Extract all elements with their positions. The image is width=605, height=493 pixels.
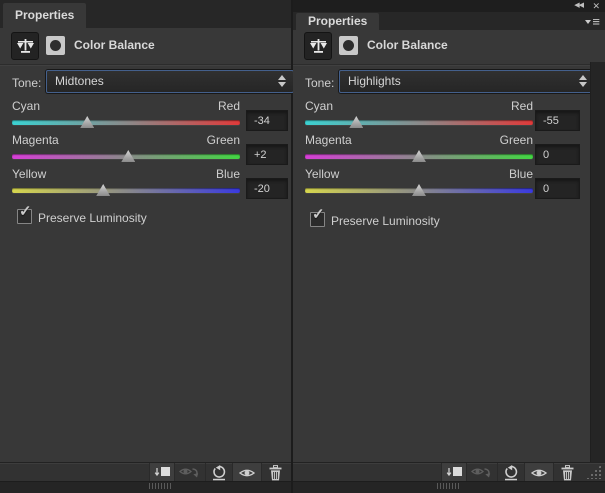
properties-panel-highlights: ◀◀ ✕ Properties ≡ Color Balance Tone: Hi… [293, 0, 605, 493]
slider-labels-magenta-green: Magenta Green [12, 133, 240, 147]
panel-group-titlebar: ◀◀ ✕ [293, 0, 605, 12]
triangle-icon [585, 20, 592, 27]
mask-dot [343, 40, 354, 51]
tone-value: Midtones [55, 74, 104, 88]
resize-grip[interactable] [437, 483, 459, 489]
tab-properties[interactable]: Properties [296, 13, 380, 30]
slider-labels-yellow-blue: Yellow Blue [305, 167, 533, 181]
panel-toolbar [0, 462, 291, 482]
slider-magenta-green[interactable] [305, 150, 533, 162]
slider-cyan-red[interactable] [12, 116, 240, 128]
color-balance-icon [11, 32, 39, 60]
label-red: Red [217, 99, 240, 113]
toggle-visibility-button[interactable] [524, 463, 553, 482]
tab-properties[interactable]: Properties [3, 3, 87, 28]
label-blue: Blue [508, 167, 533, 181]
trash-icon [561, 464, 573, 480]
slider-yellow-blue[interactable] [305, 184, 533, 196]
slider-labels-cyan-red: Cyan Red [12, 99, 240, 113]
resize-grip[interactable] [149, 483, 171, 489]
slider-magenta-green[interactable] [12, 150, 240, 162]
preserve-luminosity-label: Preserve Luminosity [331, 214, 440, 228]
value-cyan-red[interactable]: -55 [535, 110, 580, 131]
toggle-visibility-button[interactable] [232, 463, 261, 482]
tone-select[interactable]: Highlights [339, 70, 595, 93]
collapse-to-icons-button[interactable]: ◀◀ [574, 2, 584, 9]
tone-value: Highlights [348, 74, 401, 88]
clip-to-layer-button[interactable] [149, 463, 174, 482]
slider-labels-cyan-red: Cyan Red [305, 99, 533, 113]
tone-label: Tone: [12, 76, 42, 90]
tab-bar: Properties [293, 12, 605, 30]
slider-thumb[interactable] [96, 184, 111, 196]
slider-yellow-blue[interactable] [12, 184, 240, 196]
delete-button[interactable] [261, 463, 288, 482]
panel-bottom-edge [0, 481, 291, 493]
panel-title: Color Balance [74, 38, 155, 52]
mask-dot [50, 40, 61, 51]
preserve-luminosity-label: Preserve Luminosity [38, 211, 147, 225]
reset-button[interactable] [497, 463, 524, 482]
label-cyan: Cyan [305, 99, 334, 113]
view-previous-state-button[interactable] [466, 463, 497, 482]
tone-select[interactable]: Midtones [46, 70, 294, 93]
slider-thumb[interactable] [121, 150, 136, 162]
panel-right-edge [590, 62, 605, 462]
panel-toolbar [293, 462, 605, 482]
eye-previous-icon [179, 467, 199, 477]
value-magenta-green[interactable]: 0 [535, 144, 580, 165]
layer-mask-icon[interactable] [46, 36, 65, 55]
label-blue: Blue [215, 167, 240, 181]
reset-button[interactable] [205, 463, 232, 482]
reset-icon [505, 464, 518, 480]
value-cyan-red[interactable]: -34 [246, 110, 288, 131]
checkmark-icon: ✓ [19, 203, 32, 220]
slider-thumb[interactable] [412, 184, 426, 196]
properties-panel-midtones: Properties Color Balance Tone: Midtones … [0, 0, 294, 493]
clip-to-layer-icon [154, 466, 170, 476]
label-magenta: Magenta [12, 133, 59, 147]
layer-mask-icon[interactable] [339, 36, 358, 55]
label-cyan: Cyan [12, 99, 41, 113]
delete-button[interactable] [553, 463, 580, 482]
close-icon[interactable]: ✕ [592, 1, 600, 11]
header-divider [0, 64, 291, 66]
color-balance-icon [304, 32, 332, 60]
value-magenta-green[interactable]: +2 [246, 144, 288, 165]
slider-thumb[interactable] [412, 150, 426, 162]
preserve-luminosity-checkbox[interactable]: ✓ [310, 206, 325, 227]
trash-icon [269, 464, 281, 480]
clip-to-layer-button[interactable] [441, 463, 466, 482]
updown-arrows-icon [278, 75, 286, 87]
label-magenta: Magenta [305, 133, 352, 147]
label-red: Red [510, 99, 533, 113]
label-green: Green [499, 133, 533, 147]
preserve-luminosity-checkbox[interactable]: ✓ [17, 203, 32, 224]
view-previous-state-button[interactable] [174, 463, 205, 482]
reset-icon [213, 464, 226, 480]
tone-label: Tone: [305, 76, 335, 90]
label-yellow: Yellow [305, 167, 340, 181]
eye-icon [239, 469, 255, 476]
hamburger-icon: ≡ [592, 13, 600, 29]
clip-to-layer-icon [446, 466, 462, 476]
slider-thumb[interactable] [80, 116, 95, 128]
tab-bar: Properties [0, 0, 291, 28]
value-yellow-blue[interactable]: 0 [535, 178, 580, 199]
eye-icon [531, 469, 547, 476]
label-green: Green [206, 133, 240, 147]
eye-previous-icon [471, 467, 491, 477]
panel-menu-button[interactable]: ≡ [585, 13, 600, 29]
slider-labels-magenta-green: Magenta Green [305, 133, 533, 147]
slider-labels-yellow-blue: Yellow Blue [12, 167, 240, 181]
updown-arrows-icon [579, 75, 587, 87]
checkmark-icon: ✓ [312, 206, 325, 223]
panel-title: Color Balance [367, 38, 448, 52]
slider-cyan-red[interactable] [305, 116, 533, 128]
header-divider [293, 64, 605, 66]
label-yellow: Yellow [12, 167, 47, 181]
slider-thumb[interactable] [349, 116, 364, 128]
value-yellow-blue[interactable]: -20 [246, 178, 288, 199]
